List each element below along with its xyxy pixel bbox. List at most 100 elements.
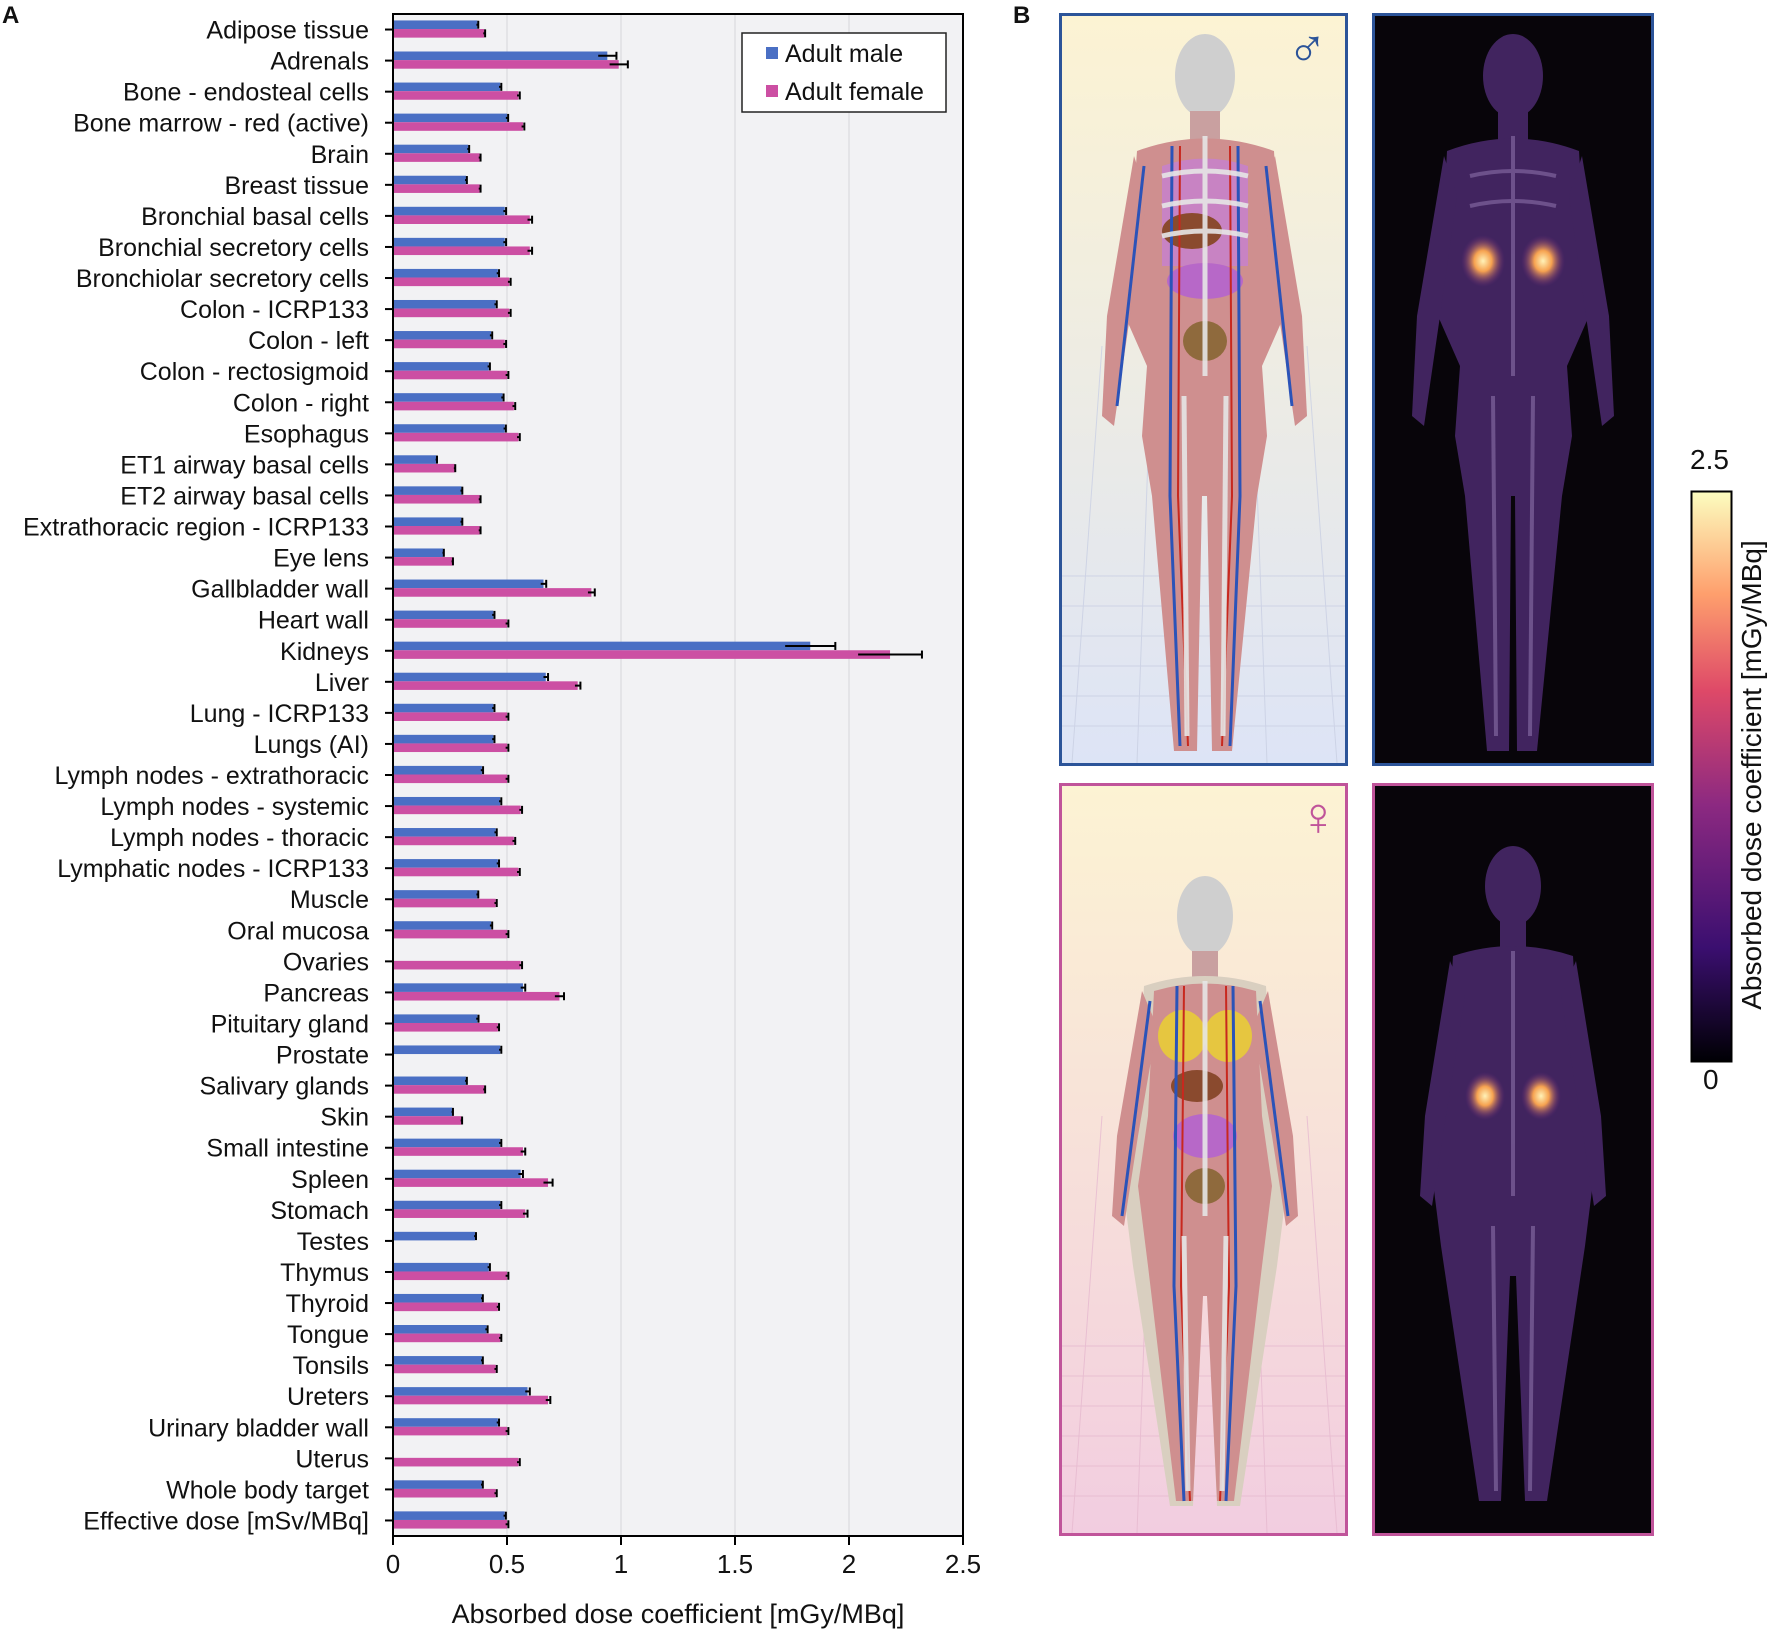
bar-male	[393, 734, 494, 744]
bar-male	[393, 765, 482, 775]
bar-female	[393, 619, 507, 628]
bar-female	[393, 1519, 507, 1529]
bar-female	[393, 29, 485, 38]
category-label: Colon - right	[233, 389, 369, 417]
category-label: Bone marrow - red (active)	[73, 110, 369, 138]
bar-male	[393, 175, 466, 185]
category-label: Salivary glands	[199, 1073, 369, 1101]
x-tick-label: 2	[842, 1549, 856, 1579]
bar-female	[393, 1302, 498, 1312]
bar-male	[393, 20, 478, 30]
bar-male	[393, 672, 546, 682]
bar-female	[393, 836, 514, 846]
category-label: Thyroid	[286, 1290, 369, 1318]
male-body-silhouette	[1102, 34, 1307, 751]
female-phantom-image	[1059, 783, 1348, 1536]
category-label: Colon - ICRP133	[180, 296, 369, 324]
bar-male	[393, 890, 478, 899]
bar-female	[393, 339, 505, 349]
category-label: Kidneys	[280, 638, 369, 666]
bar-male	[393, 113, 507, 123]
bar-male	[393, 921, 492, 930]
bar-male	[393, 1107, 453, 1117]
bar-male	[393, 455, 437, 464]
category-label: Colon - left	[248, 327, 369, 355]
bar-male	[393, 703, 494, 713]
category-label: Brain	[311, 141, 369, 169]
category-label: Oral mucosa	[227, 917, 369, 945]
bar-male	[393, 1325, 487, 1334]
category-label: Lungs (AI)	[254, 731, 369, 759]
bar-male	[393, 1076, 466, 1086]
category-label: Bronchiolar secretory cells	[76, 265, 369, 293]
bar-female	[393, 1085, 485, 1094]
plot-frame	[392, 13, 964, 1537]
category-label: Eye lens	[273, 545, 369, 573]
bar-male	[393, 362, 489, 371]
bar-male	[393, 828, 496, 837]
male-symbol: ♂	[1287, 19, 1328, 79]
x-axis-label: Absorbed dose coefficient [mGy/MBq]	[452, 1599, 905, 1629]
category-label: Spleen	[291, 1166, 369, 1194]
bar-female	[393, 215, 530, 224]
bar-male	[393, 517, 462, 527]
bar-female	[393, 60, 619, 69]
colorbar-max-label: 2.5	[1690, 444, 1729, 475]
bar-female	[393, 153, 480, 162]
x-tick-label: 2.5	[945, 1549, 981, 1579]
panel-letter-a: A	[2, 2, 20, 29]
x-tick-label: 0	[386, 1549, 400, 1579]
bar-female	[393, 91, 519, 100]
bar-female	[393, 960, 521, 970]
bar-female	[393, 588, 592, 597]
category-label: Ovaries	[283, 948, 369, 976]
colorbar	[1690, 490, 1733, 1063]
bar-male	[393, 579, 544, 589]
bar-female	[393, 526, 480, 535]
bar-female	[393, 1395, 549, 1405]
bar-male	[393, 1231, 476, 1241]
category-label: Bone - endosteal cells	[123, 79, 369, 107]
bar-male	[393, 610, 494, 620]
category-label: Tongue	[287, 1321, 369, 1349]
category-label: Adipose tissue	[206, 17, 369, 45]
bar-male	[393, 331, 492, 340]
category-label: Gallbladder wall	[191, 576, 369, 604]
category-label: Thymus	[280, 1259, 369, 1287]
colorbar-min-label: 0	[1703, 1064, 1719, 1095]
bar-male	[393, 1014, 478, 1023]
bar-male	[393, 82, 501, 92]
bar-female	[393, 1364, 496, 1374]
bar-female	[393, 1426, 507, 1436]
category-label: Stomach	[270, 1197, 369, 1225]
legend-swatch-male	[766, 47, 778, 59]
category-label: Lung - ICRP133	[190, 700, 369, 728]
category-label: Small intestine	[206, 1135, 369, 1163]
legend-swatch-female	[766, 85, 778, 97]
category-label: Bronchial secretory cells	[98, 234, 369, 262]
bar-male	[393, 1045, 501, 1055]
female-dose-map-image	[1372, 783, 1654, 1536]
bar-male	[393, 1356, 482, 1365]
bar-female	[393, 401, 514, 411]
bar-female	[393, 432, 519, 442]
male-dose-map-drawing	[1412, 34, 1614, 751]
bar-male	[393, 859, 498, 868]
bar-female	[393, 1178, 549, 1187]
category-label: Liver	[315, 669, 369, 697]
bar-female	[393, 1022, 498, 1032]
category-label: Tonsils	[293, 1352, 369, 1380]
category-label: Whole body target	[166, 1476, 369, 1504]
bar-female	[393, 494, 480, 504]
bar-male	[393, 1480, 482, 1489]
bar-male	[393, 1262, 489, 1272]
category-label: Ureters	[287, 1383, 369, 1411]
bar-female	[393, 1147, 523, 1156]
category-label: Breast tissue	[224, 172, 369, 200]
female-body-silhouette	[1112, 876, 1298, 1506]
bar-male	[393, 641, 811, 651]
bar-female	[393, 1116, 462, 1125]
bar-female	[393, 867, 519, 877]
legend-label-male: Adult male	[785, 40, 903, 68]
category-label: ET2 airway basal cells	[120, 482, 369, 510]
